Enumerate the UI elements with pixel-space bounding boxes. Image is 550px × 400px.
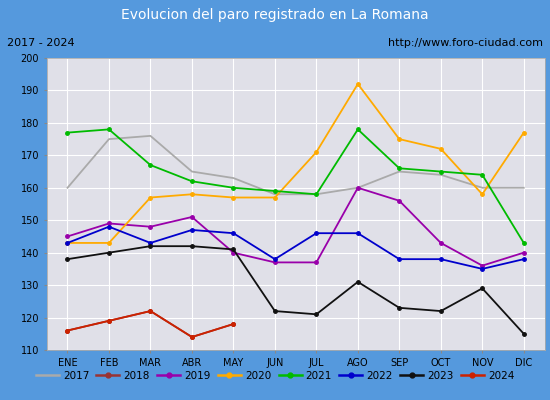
Text: http://www.foro-ciudad.com: http://www.foro-ciudad.com	[388, 38, 543, 48]
Text: Evolucion del paro registrado en La Romana: Evolucion del paro registrado en La Roma…	[121, 8, 429, 22]
Legend: 2017, 2018, 2019, 2020, 2021, 2022, 2023, 2024: 2017, 2018, 2019, 2020, 2021, 2022, 2023…	[32, 368, 518, 384]
Text: 2017 - 2024: 2017 - 2024	[7, 38, 75, 48]
